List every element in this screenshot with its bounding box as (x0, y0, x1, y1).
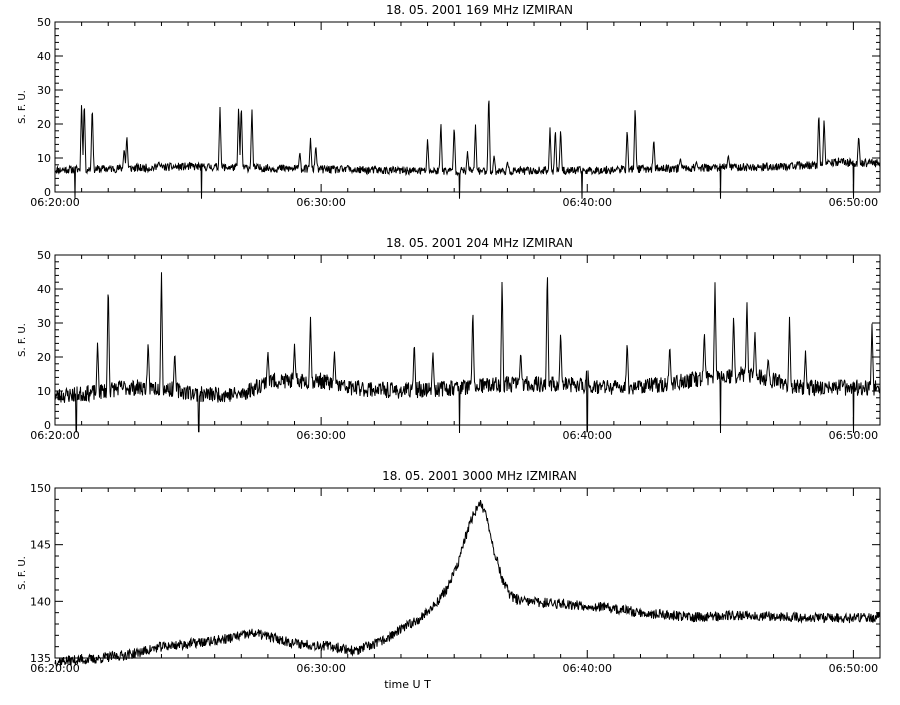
plot-frame (54, 487, 881, 659)
panel-title: 18. 05. 2001 204 MHz IZMIRAN (386, 236, 573, 250)
y-tick-label: 10 (37, 385, 51, 398)
y-tick-label: 20 (37, 351, 51, 364)
x-tick-label: 06:20:00 (30, 196, 79, 209)
y-axis-label: S. F. U. (17, 323, 28, 357)
panel-1: 18. 05. 2001 169 MHz IZMIRAN 0 10 20 30 40 50 S… (17, 3, 881, 209)
y-tick-label: 140 (30, 595, 51, 608)
series-line (54, 100, 881, 199)
y-tick-label: 50 (37, 249, 51, 262)
y-tick-label: 150 (30, 482, 51, 495)
y-tick-label: 145 (30, 539, 51, 552)
x-tick-label: 06:30:00 (296, 662, 345, 675)
y-tick-label: 30 (37, 317, 51, 330)
series-line (54, 499, 881, 667)
y-tick-label: 0 (44, 186, 51, 199)
x-tick-label: 06:40:00 (563, 429, 612, 442)
plot-frame (54, 21, 881, 193)
y-tick-label: 0 (44, 419, 51, 432)
x-tick-label: 06:40:00 (563, 196, 612, 209)
x-tick-label: 06:50:00 (829, 196, 878, 209)
x-axis-label: time U T (384, 678, 431, 691)
panel-2: 18. 05. 2001 204 MHz IZMIRAN 0 10 20 30 40 50 S… (17, 236, 881, 442)
y-tick-label: 30 (37, 84, 51, 97)
y-tick-label: 40 (37, 283, 51, 296)
y-tick-label: 40 (37, 50, 51, 63)
plot-frame (54, 254, 881, 426)
y-tick-label: 20 (37, 118, 51, 131)
series-line (54, 272, 881, 434)
y-axis-label: S. F. U. (17, 90, 28, 124)
x-tick-label: 06:50:00 (829, 662, 878, 675)
x-tick-label: 06:30:00 (296, 429, 345, 442)
x-tick-label: 06:40:00 (563, 662, 612, 675)
y-tick-label: 50 (37, 16, 51, 29)
x-tick-label: 06:20:00 (30, 662, 79, 675)
y-tick-label: 135 (30, 652, 51, 665)
panel-title: 18. 05. 2001 169 MHz IZMIRAN (386, 3, 573, 17)
y-tick-label: 10 (37, 152, 51, 165)
panel-title: 18. 05. 2001 3000 MHz IZMIRAN (382, 469, 577, 483)
y-axis-label: S. F. U. (17, 556, 28, 590)
panel-3: 18. 05. 2001 3000 MHz IZMIRAN 135 140 145 15… (17, 469, 881, 675)
x-tick-label: 06:50:00 (829, 429, 878, 442)
x-tick-label: 06:20:00 (30, 429, 79, 442)
x-tick-label: 06:30:00 (296, 196, 345, 209)
